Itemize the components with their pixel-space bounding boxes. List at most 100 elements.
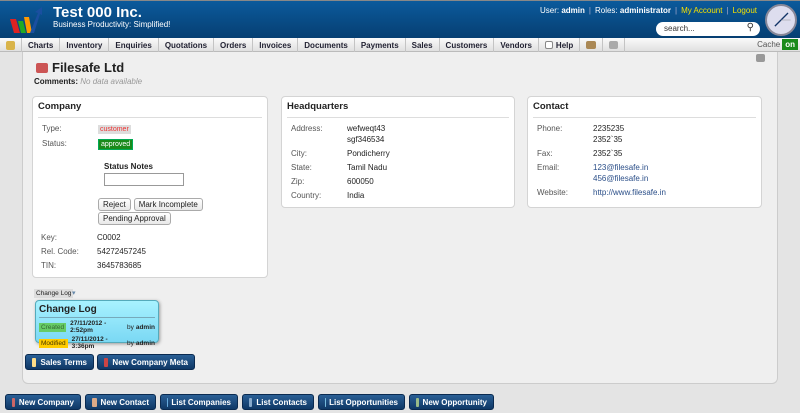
page-title: Filesafe Ltd xyxy=(36,60,124,75)
new-contact-button[interactable]: New Contact xyxy=(85,394,156,410)
change-log-heading: Change Log xyxy=(39,304,155,318)
user-name: admin xyxy=(561,6,585,15)
pending-approval-button[interactable]: Pending Approval xyxy=(98,212,171,225)
list-contacts-button[interactable]: List Contacts xyxy=(242,394,314,410)
search-input[interactable]: search... ⚲ xyxy=(656,22,760,36)
new-contact-label: New Contact xyxy=(100,397,149,407)
chevron-down-icon[interactable]: ▾ xyxy=(72,290,76,297)
lock-button[interactable] xyxy=(0,38,22,52)
rel-code-value: 54272457245 xyxy=(97,247,146,256)
nav-customers[interactable]: Customers xyxy=(440,38,495,52)
email-link-2[interactable]: 456@filesafe.in xyxy=(593,174,649,183)
new-company-label: New Company xyxy=(18,397,74,407)
by-label: by xyxy=(126,339,134,347)
add-item-button[interactable] xyxy=(580,38,604,52)
tagline: Business Productivity: Simplified! xyxy=(53,20,171,29)
nav-enquiries[interactable]: Enquiries xyxy=(109,38,159,52)
new-opportunity-button[interactable]: New Opportunity xyxy=(409,394,494,410)
comments: Comments: No data available xyxy=(34,77,142,86)
meta-icon xyxy=(104,357,109,367)
nav-orders[interactable]: Orders xyxy=(214,38,254,52)
fax-label: Fax: xyxy=(537,149,553,158)
address-line2: sgf346534 xyxy=(347,135,385,144)
list-opportunities-button[interactable]: List Opportunities xyxy=(318,394,405,410)
nav-charts[interactable]: Charts xyxy=(22,38,61,52)
address-line1: wefweqt43 xyxy=(347,124,386,133)
new-company-button[interactable]: New Company xyxy=(5,394,81,410)
type-badge: customer xyxy=(98,125,131,134)
search-icon[interactable]: ⚲ xyxy=(746,22,754,33)
tag-button[interactable] xyxy=(603,38,626,52)
phone-1: 2235235 xyxy=(593,124,625,133)
tin-value: 3645783685 xyxy=(97,261,142,270)
headquarters-box: Headquarters Address: wefweqt43 sgf346534 … xyxy=(281,96,515,208)
modified-by: admin xyxy=(135,339,155,347)
reject-button[interactable]: Reject xyxy=(98,198,131,211)
new-company-meta-label: New Company Meta xyxy=(112,357,188,367)
new-company-meta-button[interactable]: New Company Meta xyxy=(97,354,195,370)
created-by: admin xyxy=(135,323,155,331)
help-label: Help xyxy=(555,40,574,50)
search-placeholder: search... xyxy=(664,24,695,33)
logo-icon xyxy=(10,7,42,33)
cache-state[interactable]: on xyxy=(782,39,798,50)
edit-icon[interactable] xyxy=(756,54,765,62)
status-notes-input[interactable] xyxy=(104,173,184,186)
mark-incomplete-button[interactable]: Mark Incomplete xyxy=(133,198,203,211)
lock-icon xyxy=(6,40,15,50)
state-value: Tamil Nadu xyxy=(347,163,388,172)
created-date: 27/11/2012 - 2:52pm xyxy=(70,320,107,334)
nav-invoices[interactable]: Invoices xyxy=(253,38,299,52)
zip-label: Zip: xyxy=(291,177,305,186)
contact-heading: Contact xyxy=(533,101,756,118)
add-item-icon xyxy=(586,41,597,49)
nav-quotations[interactable]: Quotations xyxy=(159,38,215,52)
new-contact-icon xyxy=(92,397,97,407)
list-companies-button[interactable]: List Companies xyxy=(160,394,238,410)
company-heading: Company xyxy=(38,101,262,118)
user-label: User: xyxy=(539,6,560,15)
tin-label: TIN: xyxy=(41,261,57,270)
nav-help[interactable]: Help xyxy=(539,38,581,52)
nav-vendors[interactable]: Vendors xyxy=(494,38,539,52)
sales-terms-label: Sales Terms xyxy=(40,357,87,367)
nav-sales[interactable]: Sales xyxy=(406,38,440,52)
by-label: by xyxy=(126,323,134,331)
city-label: City: xyxy=(291,149,307,158)
main-nav: Charts Inventory Enquiries Quotations Or… xyxy=(0,38,800,52)
nav-inventory[interactable]: Inventory xyxy=(60,38,110,52)
sales-terms-button[interactable]: Sales Terms xyxy=(25,354,94,370)
city-value: Pondicherry xyxy=(347,149,390,158)
status-label: Status: xyxy=(42,139,67,148)
clock-icon xyxy=(765,4,797,36)
list-companies-label: List Companies xyxy=(171,397,231,407)
my-account-link[interactable]: My Account xyxy=(681,6,723,15)
change-log-box: Change Log Created 27/11/2012 - 2:52pm by a… xyxy=(35,300,159,350)
cache-toggle[interactable]: Cache on xyxy=(757,39,798,50)
user-bar: User: admin | Roles: administrator | My Acco… xyxy=(539,6,757,15)
roles-value: administrator xyxy=(619,6,672,15)
change-log-tab[interactable]: Change Log xyxy=(34,289,74,298)
email-link-1[interactable]: 123@filesafe.in xyxy=(593,163,649,172)
zip-value: 600050 xyxy=(347,177,374,186)
help-checkbox[interactable] xyxy=(544,41,553,49)
page-title-text: Filesafe Ltd xyxy=(52,60,125,75)
nav-payments[interactable]: Payments xyxy=(355,38,406,52)
address-label: Address: xyxy=(291,124,323,133)
country-label: Country: xyxy=(291,191,322,200)
type-label: Type: xyxy=(42,124,62,133)
created-badge: Created xyxy=(39,322,67,332)
rel-code-label: Rel. Code: xyxy=(41,247,79,256)
key-label: Key: xyxy=(41,233,58,242)
comments-label: Comments: xyxy=(34,77,79,86)
document-icon xyxy=(32,357,37,367)
logout-link[interactable]: Logout xyxy=(732,6,757,15)
tag-icon xyxy=(609,41,619,49)
nav-documents[interactable]: Documents xyxy=(298,38,355,52)
email-label: Email: xyxy=(537,163,560,172)
contact-box: Contact Phone: 2235235 2352`35 Fax: 2352`35… xyxy=(527,96,762,208)
phone-2: 2352`35 xyxy=(593,135,623,144)
website-link[interactable]: http://www.filesafe.in xyxy=(593,188,666,197)
new-opportunity-label: New Opportunity xyxy=(422,397,487,407)
roles-label: Roles: xyxy=(594,6,618,15)
